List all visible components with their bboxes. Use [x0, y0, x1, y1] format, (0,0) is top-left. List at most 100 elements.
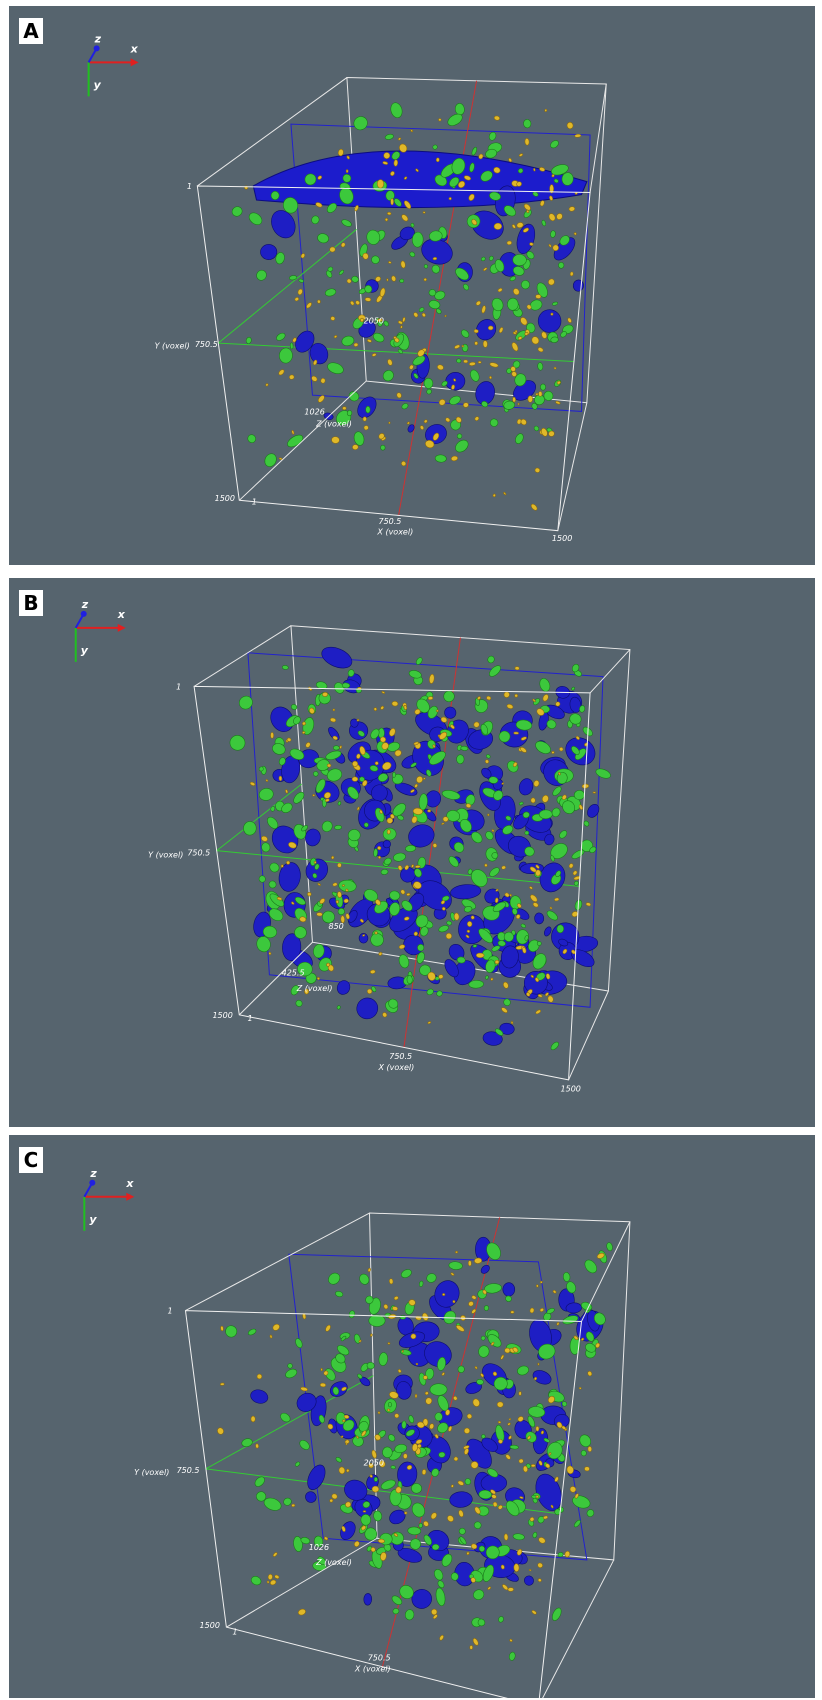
- yellow-blob: [416, 1363, 418, 1365]
- yellow-blob: [274, 1574, 280, 1579]
- yellow-blob: [535, 468, 541, 473]
- green-blob: [400, 1268, 413, 1280]
- yellow-blob: [489, 376, 492, 379]
- green-blob: [525, 831, 529, 835]
- yellow-blob: [427, 810, 430, 813]
- green-blob: [407, 975, 413, 984]
- yellow-blob: [564, 1551, 570, 1558]
- green-blob: [571, 1494, 592, 1511]
- green-blob: [373, 1510, 383, 1521]
- yellow-blob: [504, 1348, 510, 1354]
- yellow-blob: [490, 977, 493, 980]
- green-blob: [294, 1337, 303, 1348]
- yellow-blob: [327, 764, 331, 767]
- green-blob: [270, 806, 275, 812]
- yellow-blob: [398, 1369, 402, 1373]
- green-blob: [378, 1352, 388, 1366]
- green-blob: [373, 848, 378, 857]
- yellow-blob: [438, 118, 441, 121]
- yellow-blob: [495, 898, 498, 903]
- axis-tick-label: 750.5: [389, 1052, 412, 1061]
- yellow-blob: [519, 153, 524, 157]
- triad-z-label: z: [81, 598, 89, 611]
- triad-x-head: [131, 58, 139, 66]
- green-blob: [505, 759, 520, 774]
- yellow-blob: [538, 391, 542, 396]
- yellow-blob: [514, 1564, 520, 1572]
- green-blob: [551, 785, 563, 797]
- green-blob: [243, 821, 257, 836]
- green-blob: [550, 1041, 560, 1052]
- green-blob: [550, 1607, 563, 1622]
- yellow-blob: [578, 804, 583, 810]
- green-blob: [246, 433, 257, 444]
- yellow-blob: [352, 444, 358, 450]
- green-blob: [539, 810, 552, 819]
- green-blob: [245, 337, 252, 345]
- yellow-blob: [532, 699, 536, 703]
- yellow-blob: [533, 780, 540, 787]
- green-blob: [457, 957, 466, 964]
- green-blob: [473, 1521, 481, 1529]
- green-blob: [247, 1328, 257, 1336]
- green-blob: [410, 223, 414, 228]
- axis-tick-label: 850: [328, 922, 343, 931]
- yellow-blob: [536, 1426, 539, 1431]
- yellow-blob: [476, 953, 484, 958]
- yellow-blob: [518, 403, 520, 405]
- green-blob: [563, 1272, 571, 1282]
- blue-blob: [387, 1507, 408, 1526]
- green-blob: [435, 1412, 443, 1421]
- yellow-blob: [268, 1574, 273, 1580]
- axis-tick-label: 1: [252, 497, 257, 506]
- yellow-blob: [421, 312, 426, 317]
- green-blob: [438, 924, 450, 933]
- triad-x-label: x: [125, 1177, 134, 1190]
- yellow-blob: [548, 212, 557, 221]
- yellow-blob: [457, 1480, 464, 1486]
- yellow-blob: [570, 272, 574, 276]
- blue-blob: [249, 1388, 269, 1405]
- yellow-blob: [493, 494, 496, 498]
- yellow-blob: [407, 421, 410, 424]
- yellow-blob: [535, 1009, 541, 1015]
- green-blob: [514, 432, 525, 445]
- green-blob: [507, 298, 518, 311]
- blue-blob: [534, 913, 544, 925]
- green-blob: [361, 1514, 371, 1525]
- axis-title: Y (voxel): [148, 850, 183, 859]
- yellow-blob: [324, 1536, 329, 1540]
- green-blob: [381, 869, 389, 875]
- green-blob: [532, 697, 541, 706]
- yellow-blob: [346, 278, 352, 284]
- green-blob: [586, 1508, 595, 1518]
- green-blob: [353, 431, 366, 447]
- yellow-blob: [505, 1454, 511, 1461]
- blue-blob: [450, 883, 482, 900]
- yellow-blob: [281, 865, 284, 868]
- green-blob: [419, 1523, 423, 1528]
- yellow-blob: [307, 892, 311, 896]
- axis-tick-label: 1026: [309, 1543, 329, 1552]
- yellow-blob: [320, 378, 326, 384]
- yellow-blob: [466, 1413, 472, 1420]
- green-blob: [435, 1587, 447, 1606]
- green-blob: [498, 1616, 505, 1623]
- yellow-blob: [468, 1301, 475, 1308]
- green-blob: [557, 1552, 563, 1558]
- yellow-blob: [317, 300, 320, 304]
- green-blob: [449, 1261, 463, 1270]
- yellow-blob: [473, 721, 481, 729]
- yellow-blob: [531, 798, 536, 803]
- yellow-blob: [481, 305, 486, 313]
- yellow-blob: [271, 732, 274, 738]
- axis-tick-label: 1500: [552, 534, 572, 543]
- green-blob: [279, 348, 293, 364]
- green-blob: [366, 406, 371, 413]
- yellow-blob: [342, 407, 346, 410]
- green-blob: [581, 1450, 587, 1456]
- yellow-blob: [278, 369, 285, 376]
- yellow-blob: [519, 746, 527, 753]
- yellow-blob: [415, 1315, 422, 1320]
- green-blob: [573, 1519, 581, 1528]
